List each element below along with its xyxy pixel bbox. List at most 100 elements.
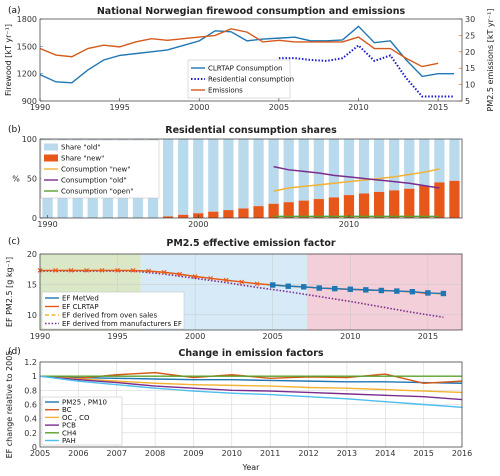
bar-old bbox=[283, 139, 294, 203]
series-line bbox=[39, 375, 463, 401]
series-marker bbox=[68, 268, 74, 273]
y2-tick-label: 15 bbox=[465, 64, 475, 73]
legend-swatch bbox=[44, 143, 58, 151]
series-marker bbox=[409, 288, 416, 295]
panel-b-title: Residential consumption shares bbox=[165, 125, 337, 136]
series-marker bbox=[425, 290, 431, 296]
x-tick-label: 2005 bbox=[263, 332, 283, 341]
x-tick-label: 2010 bbox=[222, 449, 242, 458]
series-line bbox=[39, 28, 439, 68]
series-marker bbox=[270, 282, 276, 288]
y-tick-label: 15 bbox=[27, 280, 37, 289]
panel-b-ylabel: % bbox=[12, 175, 20, 184]
series-marker bbox=[316, 285, 322, 291]
legend-label: Consumption "open" bbox=[61, 188, 134, 196]
y-tick-label: 1800 bbox=[17, 15, 37, 24]
legend-label: EF MetVed bbox=[62, 295, 99, 303]
bar-new bbox=[313, 199, 324, 218]
panel-a-frame bbox=[39, 18, 463, 102]
series-marker bbox=[440, 290, 447, 297]
x-tick-label: 2000 bbox=[188, 220, 208, 229]
bar-new bbox=[298, 200, 309, 218]
legend-box bbox=[187, 59, 291, 99]
bar-old bbox=[404, 139, 415, 189]
x-tick-label: 2014 bbox=[375, 449, 395, 458]
panel-b-frame bbox=[39, 138, 463, 219]
y-tick-label: 50 bbox=[27, 175, 37, 184]
bar-new bbox=[419, 185, 430, 218]
series-marker bbox=[378, 287, 385, 294]
panel-d-ylabel: EF change relative to 2005 bbox=[5, 351, 14, 459]
bar-old bbox=[328, 139, 340, 198]
series-marker bbox=[239, 279, 245, 285]
panel-a-title: National Norwegian firewood consumption … bbox=[97, 6, 406, 17]
bar-new bbox=[208, 211, 219, 218]
bar-new bbox=[162, 216, 174, 218]
bar-new bbox=[283, 202, 294, 218]
y-tick-label: 20 bbox=[27, 250, 37, 259]
panel-a-ylabel: Firewood [kT yr⁻¹] bbox=[4, 24, 13, 96]
bar-old bbox=[162, 139, 174, 217]
bar-new bbox=[328, 197, 340, 218]
bar-new bbox=[343, 195, 355, 218]
legend-label: CLRTAP Consumption bbox=[208, 65, 282, 73]
x-tick-label: 2015 bbox=[413, 449, 433, 458]
series-line bbox=[273, 165, 440, 189]
series-line bbox=[39, 25, 455, 84]
bar-new bbox=[223, 210, 234, 218]
y-tick-label: 0.6 bbox=[24, 401, 37, 410]
series-marker bbox=[99, 268, 105, 273]
panel-a: (a) National Norwegian firewood consumpti… bbox=[4, 6, 495, 112]
y-tick-label: 10 bbox=[27, 311, 37, 320]
legend-label: PM25 , PM10 bbox=[62, 399, 107, 407]
y-tick-label: 0 bbox=[32, 443, 37, 452]
bar-new bbox=[449, 180, 460, 218]
legend-label: Emissions bbox=[208, 87, 243, 95]
x-tick-label: 2007 bbox=[107, 449, 127, 458]
panel-b-label: (b) bbox=[8, 125, 21, 135]
bar-old bbox=[313, 139, 324, 200]
series-line bbox=[40, 270, 444, 319]
legend-label: Share "new" bbox=[61, 155, 104, 163]
bar-new bbox=[404, 188, 415, 218]
panel-d-xlabel: Year bbox=[242, 463, 261, 472]
y-tick-label: 0.8 bbox=[24, 386, 37, 395]
legend-label: Consumption "old" bbox=[61, 177, 127, 185]
series-marker bbox=[363, 287, 369, 293]
series-line bbox=[278, 44, 455, 98]
series-marker bbox=[332, 285, 338, 292]
y-tick-label: 0 bbox=[32, 214, 37, 223]
panel-a-label: (a) bbox=[8, 6, 21, 16]
panel-c-title: PM2.5 effective emission factor bbox=[166, 238, 336, 249]
x-tick-label: 2010 bbox=[339, 220, 359, 229]
x-tick-label: 2000 bbox=[185, 332, 205, 341]
bar-old bbox=[434, 139, 445, 183]
legend-label: PAH bbox=[62, 437, 76, 445]
series-marker bbox=[84, 268, 89, 273]
bar-old bbox=[389, 139, 400, 191]
panel-c-ylabel: EF PM2.5 [g kg⁻¹] bbox=[5, 257, 14, 327]
bar-new bbox=[358, 193, 370, 218]
legend-label: EF derived from manufacturers EF bbox=[62, 320, 182, 328]
bar-old bbox=[223, 139, 234, 211]
bar-old bbox=[358, 139, 370, 194]
legend-label: Consumption "new" bbox=[61, 166, 131, 174]
panel-c-label: (c) bbox=[8, 237, 20, 247]
series-marker bbox=[347, 286, 353, 292]
bar-old bbox=[449, 139, 460, 181]
bar-old bbox=[193, 139, 204, 214]
bar-old bbox=[373, 139, 385, 192]
series-line bbox=[39, 375, 463, 409]
series-marker bbox=[177, 271, 182, 277]
bar-old bbox=[268, 139, 279, 204]
x-tick-label: 2006 bbox=[68, 449, 88, 458]
series-marker bbox=[254, 281, 260, 287]
x-tick-label: 2005 bbox=[30, 449, 50, 458]
x-tick-label: 1995 bbox=[107, 332, 127, 341]
y-tick-label: 0.2 bbox=[24, 429, 37, 438]
bar-new bbox=[253, 206, 264, 218]
legend-label: Share "old" bbox=[61, 144, 101, 152]
y-tick-label: 100 bbox=[22, 135, 37, 144]
x-tick-label: 1990 bbox=[30, 332, 50, 341]
y2-tick-label: 30 bbox=[465, 15, 475, 24]
